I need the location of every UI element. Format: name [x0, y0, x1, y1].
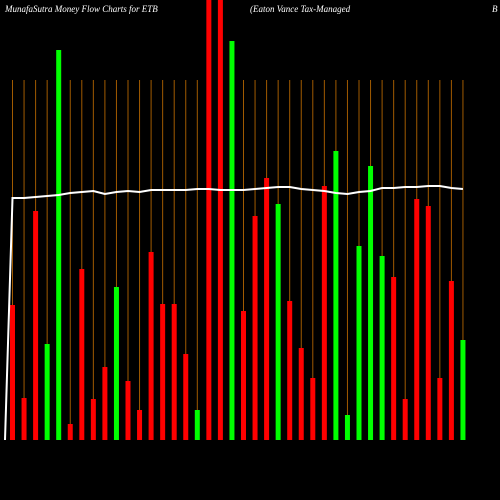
chart-title-right: B	[492, 4, 498, 14]
bar	[448, 281, 454, 440]
bar	[264, 178, 270, 440]
bar	[194, 410, 200, 440]
chart-title: MunafaSutra Money Flow Charts for ETB	[4, 4, 158, 14]
bar	[252, 216, 258, 440]
bar	[379, 256, 385, 440]
bar	[275, 204, 281, 440]
bar	[67, 424, 73, 440]
bar	[183, 354, 189, 440]
bar	[391, 277, 397, 440]
bar	[287, 301, 293, 440]
bar	[79, 269, 85, 440]
bar	[10, 305, 15, 440]
bar	[33, 211, 39, 440]
bar	[21, 398, 27, 440]
bar	[241, 311, 246, 440]
bar	[217, 0, 223, 440]
bar	[344, 415, 350, 440]
bar	[44, 344, 50, 440]
bar	[171, 304, 177, 440]
bar	[414, 199, 420, 440]
bar	[460, 340, 466, 440]
bar	[321, 186, 327, 440]
bar	[160, 304, 166, 440]
bar	[298, 348, 304, 440]
bar	[368, 166, 374, 440]
line	[4, 185, 464, 441]
bar	[102, 367, 108, 440]
bar	[425, 206, 431, 440]
bar	[56, 50, 62, 440]
bar	[125, 381, 131, 440]
bar	[148, 252, 154, 440]
bar	[229, 41, 235, 440]
bar	[437, 378, 443, 440]
bar	[113, 287, 119, 440]
bar	[402, 399, 408, 440]
bar	[137, 410, 143, 440]
bar	[206, 0, 212, 440]
bar	[356, 246, 362, 440]
chart-subtitle: (Eaton Vance Tax-Managed	[250, 4, 351, 14]
bar	[90, 399, 96, 440]
bar	[333, 151, 339, 440]
bar	[310, 378, 316, 440]
